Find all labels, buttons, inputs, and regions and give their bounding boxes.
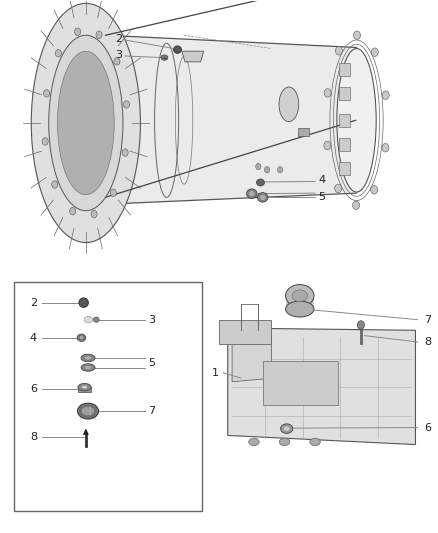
Circle shape: [265, 166, 270, 173]
Ellipse shape: [84, 317, 93, 323]
Polygon shape: [232, 336, 272, 382]
Ellipse shape: [286, 285, 314, 307]
Text: 7: 7: [424, 314, 431, 325]
Ellipse shape: [81, 364, 95, 371]
Ellipse shape: [173, 46, 181, 53]
Circle shape: [324, 141, 331, 150]
Circle shape: [91, 211, 97, 218]
Bar: [219, 320, 272, 344]
Circle shape: [74, 28, 81, 36]
Circle shape: [353, 31, 360, 39]
Ellipse shape: [78, 403, 99, 419]
Text: 8: 8: [30, 432, 37, 442]
Ellipse shape: [286, 301, 314, 317]
Circle shape: [278, 166, 283, 173]
Circle shape: [353, 201, 360, 209]
Circle shape: [324, 88, 331, 97]
Ellipse shape: [79, 298, 88, 308]
Text: 8: 8: [424, 337, 431, 347]
Ellipse shape: [81, 354, 95, 362]
Text: 2: 2: [115, 34, 122, 44]
Ellipse shape: [247, 189, 257, 198]
Ellipse shape: [337, 49, 376, 192]
Polygon shape: [228, 328, 416, 445]
Circle shape: [122, 149, 128, 156]
Ellipse shape: [279, 438, 290, 446]
Ellipse shape: [81, 406, 95, 416]
Text: 4: 4: [30, 333, 37, 343]
Text: 4: 4: [318, 175, 325, 185]
Ellipse shape: [281, 424, 293, 433]
Bar: [286, 296, 314, 309]
Circle shape: [382, 91, 389, 100]
Circle shape: [42, 138, 48, 145]
Ellipse shape: [310, 438, 320, 446]
Text: 3: 3: [115, 50, 122, 60]
Circle shape: [357, 321, 364, 329]
Ellipse shape: [259, 194, 266, 200]
Polygon shape: [83, 429, 88, 434]
Text: 7: 7: [148, 406, 155, 416]
Bar: [339, 138, 350, 151]
Ellipse shape: [249, 438, 259, 446]
Circle shape: [114, 58, 120, 65]
Circle shape: [52, 181, 58, 188]
Text: 2: 2: [30, 297, 37, 308]
Ellipse shape: [258, 192, 268, 202]
Ellipse shape: [77, 334, 86, 342]
Text: 5: 5: [318, 192, 325, 203]
Circle shape: [43, 90, 49, 97]
Circle shape: [110, 189, 117, 196]
Bar: [339, 162, 350, 174]
Ellipse shape: [283, 426, 290, 431]
Ellipse shape: [292, 290, 307, 302]
Ellipse shape: [49, 35, 123, 211]
Bar: [263, 361, 338, 405]
Bar: [297, 128, 308, 136]
Bar: [339, 87, 350, 100]
Circle shape: [256, 164, 261, 169]
Ellipse shape: [84, 366, 92, 369]
Circle shape: [371, 48, 378, 56]
Text: 1: 1: [212, 368, 219, 378]
Text: 5: 5: [148, 358, 155, 368]
Circle shape: [382, 143, 389, 152]
Bar: [339, 63, 350, 76]
Circle shape: [124, 101, 130, 108]
Circle shape: [336, 46, 343, 55]
Ellipse shape: [84, 356, 92, 360]
Circle shape: [335, 184, 342, 192]
Bar: [78, 387, 91, 392]
Ellipse shape: [81, 385, 88, 389]
Circle shape: [96, 31, 102, 38]
Bar: [339, 114, 350, 127]
Circle shape: [55, 50, 61, 57]
Ellipse shape: [257, 179, 265, 186]
Ellipse shape: [161, 55, 168, 60]
Ellipse shape: [31, 3, 141, 243]
Ellipse shape: [57, 51, 114, 195]
Ellipse shape: [93, 317, 99, 322]
Circle shape: [70, 207, 76, 215]
Bar: [14, 282, 201, 511]
Text: 6: 6: [424, 423, 431, 433]
Text: 6: 6: [30, 384, 37, 394]
Polygon shape: [79, 35, 357, 205]
Text: 3: 3: [148, 314, 155, 325]
Ellipse shape: [78, 383, 91, 391]
Ellipse shape: [279, 87, 299, 122]
Circle shape: [371, 185, 378, 194]
Ellipse shape: [248, 190, 255, 197]
Polygon shape: [182, 51, 204, 62]
Ellipse shape: [79, 336, 84, 340]
